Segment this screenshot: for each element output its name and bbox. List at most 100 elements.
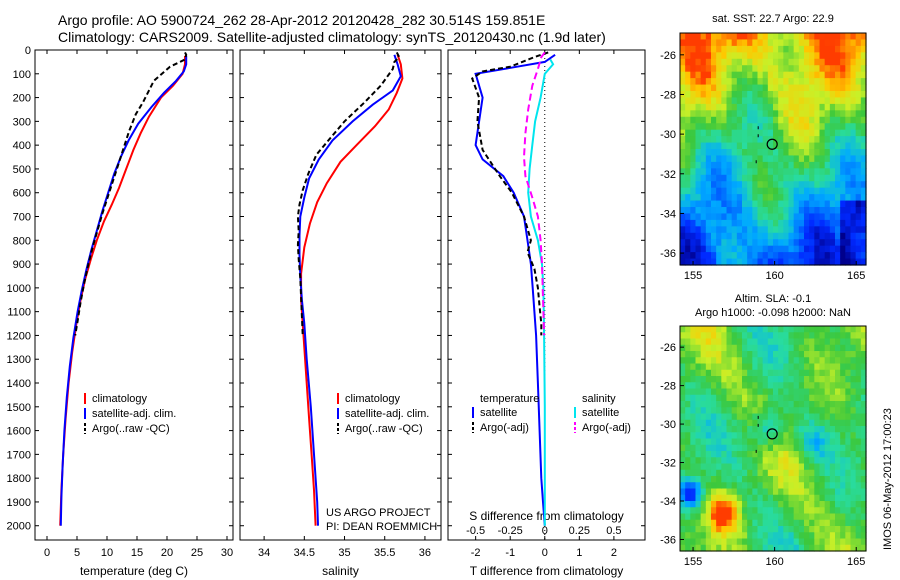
map-cell: [767, 401, 774, 408]
series-line-3: [74, 51, 188, 336]
map-cell: [778, 78, 784, 86]
map-cell: [819, 213, 826, 221]
map-cell: [798, 376, 805, 383]
map-cell: [705, 213, 712, 221]
map-cell: [798, 97, 805, 105]
map-cell: [793, 488, 800, 496]
map-cell: [752, 181, 759, 189]
map-cell: [798, 394, 805, 402]
map-cell: [757, 187, 764, 195]
map-cell: [819, 91, 826, 99]
map-cell: [793, 213, 800, 221]
map-cell: [752, 232, 759, 240]
map-cell: [716, 526, 722, 533]
map-cell: [705, 123, 712, 131]
map-cell: [804, 451, 810, 458]
map-cell: [840, 413, 846, 421]
map-cell: [685, 239, 691, 247]
map-cell: [804, 71, 810, 79]
map-cell: [840, 187, 846, 195]
map-cell: [814, 376, 821, 383]
map-cell: [788, 413, 795, 421]
map-cell: [773, 326, 779, 333]
map-cell: [809, 376, 815, 383]
map-cell: [762, 413, 769, 421]
map-cell: [757, 232, 764, 240]
map-cell: [767, 200, 774, 208]
map-cell: [855, 39, 862, 47]
map-cell: [747, 476, 753, 483]
map-y-tick-label: -28: [660, 89, 676, 101]
map-cell: [695, 357, 702, 365]
map-cell: [757, 155, 764, 163]
map-cell: [773, 181, 779, 189]
map-cell: [804, 103, 810, 111]
map-cell: [721, 219, 728, 227]
map-cell: [855, 97, 862, 105]
map-cell: [788, 426, 795, 433]
map-cell: [824, 419, 831, 427]
map-cell: [711, 476, 717, 483]
map-cell: [860, 394, 867, 402]
map-cell: [855, 463, 862, 471]
map-cell: [855, 544, 862, 552]
map-cell: [752, 45, 759, 53]
map-cell: [731, 513, 738, 521]
map-cell: [814, 494, 821, 502]
map-cell: [711, 45, 717, 53]
map-cell: [850, 344, 857, 352]
map-cell: [814, 78, 821, 86]
map-cell: [752, 357, 759, 365]
map-cell: [705, 116, 712, 124]
map-cell: [767, 519, 774, 527]
map-cell: [809, 407, 815, 415]
map-cell: [840, 58, 846, 66]
map-cell: [809, 513, 815, 521]
map-cell: [705, 33, 712, 41]
map-cell: [767, 376, 774, 383]
map-cell: [711, 52, 717, 60]
map-cell: [819, 58, 826, 66]
map-cell: [711, 344, 717, 352]
map-cell: [845, 136, 852, 144]
map-cell: [793, 181, 800, 189]
map-cell: [705, 226, 712, 234]
map-cell: [721, 544, 728, 552]
map-cell: [788, 432, 795, 440]
map-cell: [804, 239, 810, 247]
map-cell: [855, 488, 862, 496]
map-cell: [752, 544, 759, 552]
map-cell: [726, 369, 733, 377]
map-cell: [773, 469, 779, 477]
map-cell: [819, 532, 826, 540]
map-cell: [783, 45, 790, 53]
map-cell: [788, 363, 795, 371]
map-cell: [680, 401, 686, 408]
map-cell: [788, 103, 795, 111]
map-cell: [855, 213, 862, 221]
y-tick-label: 800: [13, 235, 31, 247]
map-cell: [788, 219, 795, 227]
map-cell: [814, 219, 821, 227]
map-cell: [711, 129, 717, 137]
map-cell: [752, 168, 759, 176]
map-cell: [742, 338, 748, 346]
map-cell: [850, 58, 857, 66]
map-cell: [705, 488, 712, 496]
map-cell: [835, 174, 841, 182]
map-cell: [680, 168, 686, 176]
map-cell: [762, 123, 769, 131]
map-cell: [819, 71, 826, 79]
map-cell: [721, 258, 728, 266]
map-cell: [752, 91, 759, 99]
map-cell: [726, 161, 733, 169]
map-cell: [695, 226, 702, 234]
map-cell: [809, 155, 815, 163]
map-cell: [747, 33, 753, 41]
map-cell: [757, 174, 764, 182]
map-cell: [824, 413, 831, 421]
map-cell: [860, 45, 867, 53]
map-cell: [824, 52, 831, 60]
map-cell: [742, 538, 748, 546]
map-cell: [804, 232, 810, 240]
